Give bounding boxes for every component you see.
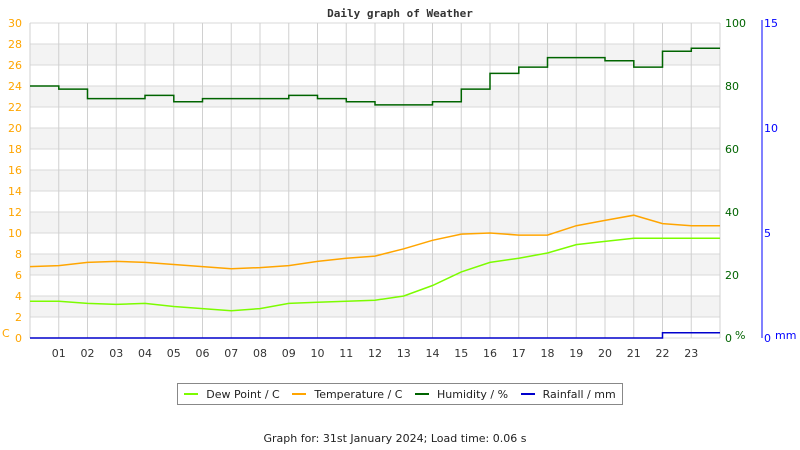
footer-text: Graph for: 31st January 2024; Load time:… xyxy=(263,432,527,445)
x-tick-label: 23 xyxy=(684,347,698,360)
x-tick-label: 22 xyxy=(656,347,670,360)
x-tick-label: 11 xyxy=(339,347,353,360)
left-tick-label: 8 xyxy=(15,248,22,261)
left-tick-label: 4 xyxy=(15,290,22,303)
right-tick-label: 100 xyxy=(725,17,746,30)
left-tick-label: 6 xyxy=(15,269,22,282)
x-tick-label: 14 xyxy=(426,347,440,360)
x-tick-label: 12 xyxy=(368,347,382,360)
left-tick-label: 24 xyxy=(8,80,22,93)
left-tick-label: 22 xyxy=(8,101,22,114)
legend-label: Dew Point / C xyxy=(206,387,280,401)
x-tick-label: 21 xyxy=(627,347,641,360)
x-tick-label: 15 xyxy=(454,347,468,360)
right-tick-label: 40 xyxy=(725,206,739,219)
left-tick-label: 30 xyxy=(8,17,22,30)
right-axis-unit: % xyxy=(735,329,745,342)
legend-humidity: Humidity / % xyxy=(415,388,508,401)
left-tick-label: 0 xyxy=(15,332,22,345)
legend-label: Temperature / C xyxy=(314,387,403,401)
x-tick-label: 20 xyxy=(598,347,612,360)
x-tick-label: 02 xyxy=(81,347,95,360)
left-tick-label: 2 xyxy=(15,311,22,324)
left-tick-label: 12 xyxy=(8,206,22,219)
x-tick-label: 01 xyxy=(52,347,66,360)
series-lines xyxy=(29,47,720,339)
x-tick-label: 03 xyxy=(109,347,123,360)
x-tick-label: 18 xyxy=(541,347,555,360)
x-tick-label: 05 xyxy=(167,347,181,360)
x-tick-label: 04 xyxy=(138,347,152,360)
left-tick-label: 16 xyxy=(8,164,22,177)
rainfall-axis-unit: mm xyxy=(775,329,796,342)
humidity-line xyxy=(30,47,720,106)
left-tick-label: 10 xyxy=(8,227,22,240)
rainfall-tick-label: 5 xyxy=(764,227,771,240)
right-tick-label: 60 xyxy=(725,143,739,156)
x-tick-label: 13 xyxy=(397,347,411,360)
right-tick-label: 0 xyxy=(725,332,732,345)
x-tick-label: 19 xyxy=(569,347,583,360)
x-tick-label: 16 xyxy=(483,347,497,360)
left-tick-label: 18 xyxy=(8,143,22,156)
legend-swatch xyxy=(184,393,199,395)
x-tick-label: 09 xyxy=(282,347,296,360)
left-tick-label: 14 xyxy=(8,185,22,198)
left-axis-unit: C xyxy=(2,327,10,340)
legend: Dew Point / C Temperature / C Humidity /… xyxy=(177,383,623,405)
x-tick-label: 17 xyxy=(512,347,526,360)
legend-dew-point: Dew Point / C xyxy=(184,387,280,401)
chart-title: Daily graph of Weather xyxy=(327,7,473,20)
legend-swatch xyxy=(520,393,535,395)
legend-label: Humidity / % xyxy=(437,387,509,401)
legend-temperature: Temperature / C xyxy=(292,388,402,401)
legend-swatch xyxy=(415,393,430,395)
x-tick-label: 07 xyxy=(224,347,238,360)
left-tick-label: 20 xyxy=(8,122,22,135)
dew-point-line xyxy=(30,237,720,312)
legend-rainfall: Rainfall / mm xyxy=(520,387,616,401)
right-tick-label: 80 xyxy=(725,80,739,93)
rainfall-tick-label: 10 xyxy=(764,122,778,135)
legend-swatch xyxy=(292,393,307,395)
x-tick-label: 10 xyxy=(311,347,325,360)
legend-label: Rainfall / mm xyxy=(542,387,616,401)
right-tick-label: 20 xyxy=(725,269,739,282)
left-tick-label: 28 xyxy=(8,38,22,51)
rainfall-tick-label: 15 xyxy=(764,17,778,30)
rainfall-tick-label: 0 xyxy=(764,332,771,345)
left-tick-label: 26 xyxy=(8,59,22,72)
x-tick-label: 06 xyxy=(196,347,210,360)
x-tick-label: 08 xyxy=(253,347,267,360)
rainfall-line xyxy=(30,332,720,339)
temperature-line xyxy=(29,214,720,270)
